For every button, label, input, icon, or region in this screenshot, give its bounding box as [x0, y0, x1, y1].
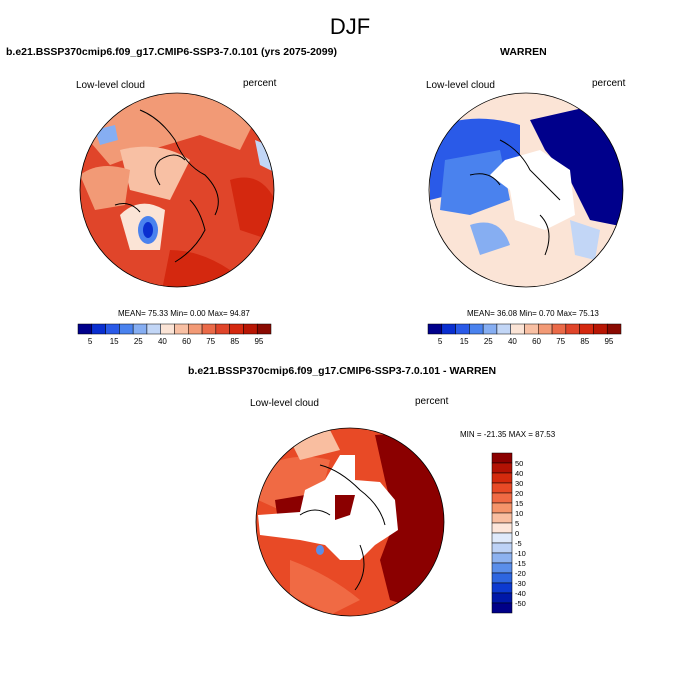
panel3-colorbar-box [491, 492, 513, 504]
panel3-colorbar-box [491, 532, 513, 544]
panel3-colorbar-box [491, 462, 513, 474]
panel1-variable-label: Low-level cloud [76, 80, 145, 91]
panel3-colorbar-tick-label: 15 [515, 499, 523, 508]
panel2-title: WARREN [500, 46, 547, 58]
panel1-colorbar-tick-label: 95 [254, 337, 263, 346]
panel2-colorbar: 5 15 25 40 60 75 85 95 [427, 323, 622, 346]
panel1-colorbar-box [243, 323, 258, 335]
panel2-colorbar-tick-label: 60 [532, 337, 541, 346]
panel2-colorbar-box [606, 323, 622, 335]
panel1-colorbar-tick-label: 5 [88, 337, 93, 346]
panel3-colorbar-tick-label: 10 [515, 509, 523, 518]
panel3-colorbar-box [491, 452, 513, 464]
panel3-colorbar-box [491, 602, 513, 614]
panel2-colorbar-tick-label: 85 [580, 337, 589, 346]
panel3-colorbar-box [491, 472, 513, 484]
panel2-map [429, 93, 623, 287]
panel1-colorbar-tick-label: 15 [110, 337, 119, 346]
figure-title: DJF [329, 14, 371, 39]
panel3-colorbar-tick-label: -50 [515, 599, 526, 608]
panel1-colorbar-box [105, 323, 120, 335]
panel1-colorbar-box [188, 323, 203, 335]
panel2-colorbar-box [593, 323, 608, 335]
panel3-colorbar-tick-label: 30 [515, 479, 523, 488]
panel1-colorbar-box [119, 323, 134, 335]
panel1-colorbar-box [174, 323, 189, 335]
panel3-colorbar-box [491, 522, 513, 534]
panel3-colorbar-tick-label: -15 [515, 559, 526, 568]
panel1-map [80, 93, 274, 287]
panel1-colorbar-box [215, 323, 230, 335]
panel3-colorbar-tick-label: -40 [515, 589, 526, 598]
panel3-colorbar-tick-label: 40 [515, 469, 523, 478]
panel1-colorbar-box [201, 323, 217, 335]
panel2-colorbar-tick-label: 75 [556, 337, 565, 346]
panel1-colorbar-tick-label: 85 [230, 337, 239, 346]
panel2-colorbar-box [455, 323, 470, 335]
panel3-colorbar-tick-label: -5 [515, 539, 522, 548]
panel1-colorbar-tick-label: 25 [134, 337, 143, 346]
panel3-colorbar-tick-label: 20 [515, 489, 523, 498]
panel1-units-label: percent [243, 78, 277, 89]
panel3-colorbar-tick-label: 50 [515, 459, 523, 468]
panel2-colorbar-tick-label: 40 [508, 337, 517, 346]
panel2-colorbar-box [496, 323, 511, 335]
panel1-colorbar-tick-label: 40 [158, 337, 167, 346]
panel1-colorbar-box [132, 323, 148, 335]
panel1-colorbar-box [256, 323, 272, 335]
panel2-stats: MEAN= 36.08 Min= 0.70 Max= 75.13 [467, 309, 599, 318]
panel2-units-label: percent [592, 78, 626, 89]
panel3-colorbar-box [491, 562, 513, 574]
panel1-colorbar-box [77, 323, 93, 335]
panel3-colorbar-tick-label: 5 [515, 519, 519, 528]
panel1-title: b.e21.BSSP370cmip6.f09_g17.CMIP6-SSP3-7.… [6, 46, 337, 58]
panel3-colorbar-box [491, 582, 513, 594]
panel2-colorbar-box [469, 323, 484, 335]
panel1-colorbar: 5 15 25 40 60 75 85 95 [77, 323, 272, 346]
panel2-colorbar-tick-label: 25 [484, 337, 493, 346]
panel3-map [256, 428, 444, 616]
panel3-colorbar-tick-label: 0 [515, 529, 519, 538]
panel3-colorbar-tick-label: -30 [515, 579, 526, 588]
panel3-colorbar-box [491, 572, 513, 584]
panel1-colorbar-box [146, 323, 161, 335]
panel3-colorbar-tick-label: -10 [515, 549, 526, 558]
panel2-colorbar-box [565, 323, 580, 335]
panel2-colorbar-box [510, 323, 525, 335]
panel3-stats: MIN = -21.35 MAX = 87.53 [460, 430, 556, 439]
panel2-colorbar-tick-label: 15 [460, 337, 469, 346]
panel2-colorbar-box [579, 323, 594, 335]
panel3-colorbar-box [491, 512, 513, 524]
panel3-colorbar-tick-label: -20 [515, 569, 526, 578]
panel3-variable-label: Low-level cloud [250, 398, 319, 409]
panel2-colorbar-box [441, 323, 456, 335]
panel3-colorbar-box [491, 552, 513, 564]
panel3-colorbar-box [491, 502, 513, 514]
panel2-variable-label: Low-level cloud [426, 80, 495, 91]
panel1-colorbar-box [229, 323, 244, 335]
panel1-stats: MEAN= 75.33 Min= 0.00 Max= 94.87 [118, 309, 250, 318]
panel2-colorbar-tick-label: 5 [438, 337, 443, 346]
panel2-colorbar-box [427, 323, 443, 335]
panel2-colorbar-box [538, 323, 553, 335]
panel2-colorbar-tick-label: 95 [604, 337, 613, 346]
panel1-colorbar-tick-label: 75 [206, 337, 215, 346]
panel3-colorbar-box [491, 592, 513, 604]
panel3-units-label: percent [415, 396, 449, 407]
panel3-colorbar-box [491, 542, 513, 554]
panel2-colorbar-box [482, 323, 498, 335]
panel1-colorbar-tick-label: 60 [182, 337, 191, 346]
panel2-colorbar-box [524, 323, 539, 335]
panel2-colorbar-box [551, 323, 567, 335]
panel1-colorbar-box [160, 323, 175, 335]
panel3-colorbar-box [491, 482, 513, 494]
panel3-title: b.e21.BSSP370cmip6.f09_g17.CMIP6-SSP3-7.… [188, 365, 497, 377]
panel1-colorbar-box [91, 323, 106, 335]
